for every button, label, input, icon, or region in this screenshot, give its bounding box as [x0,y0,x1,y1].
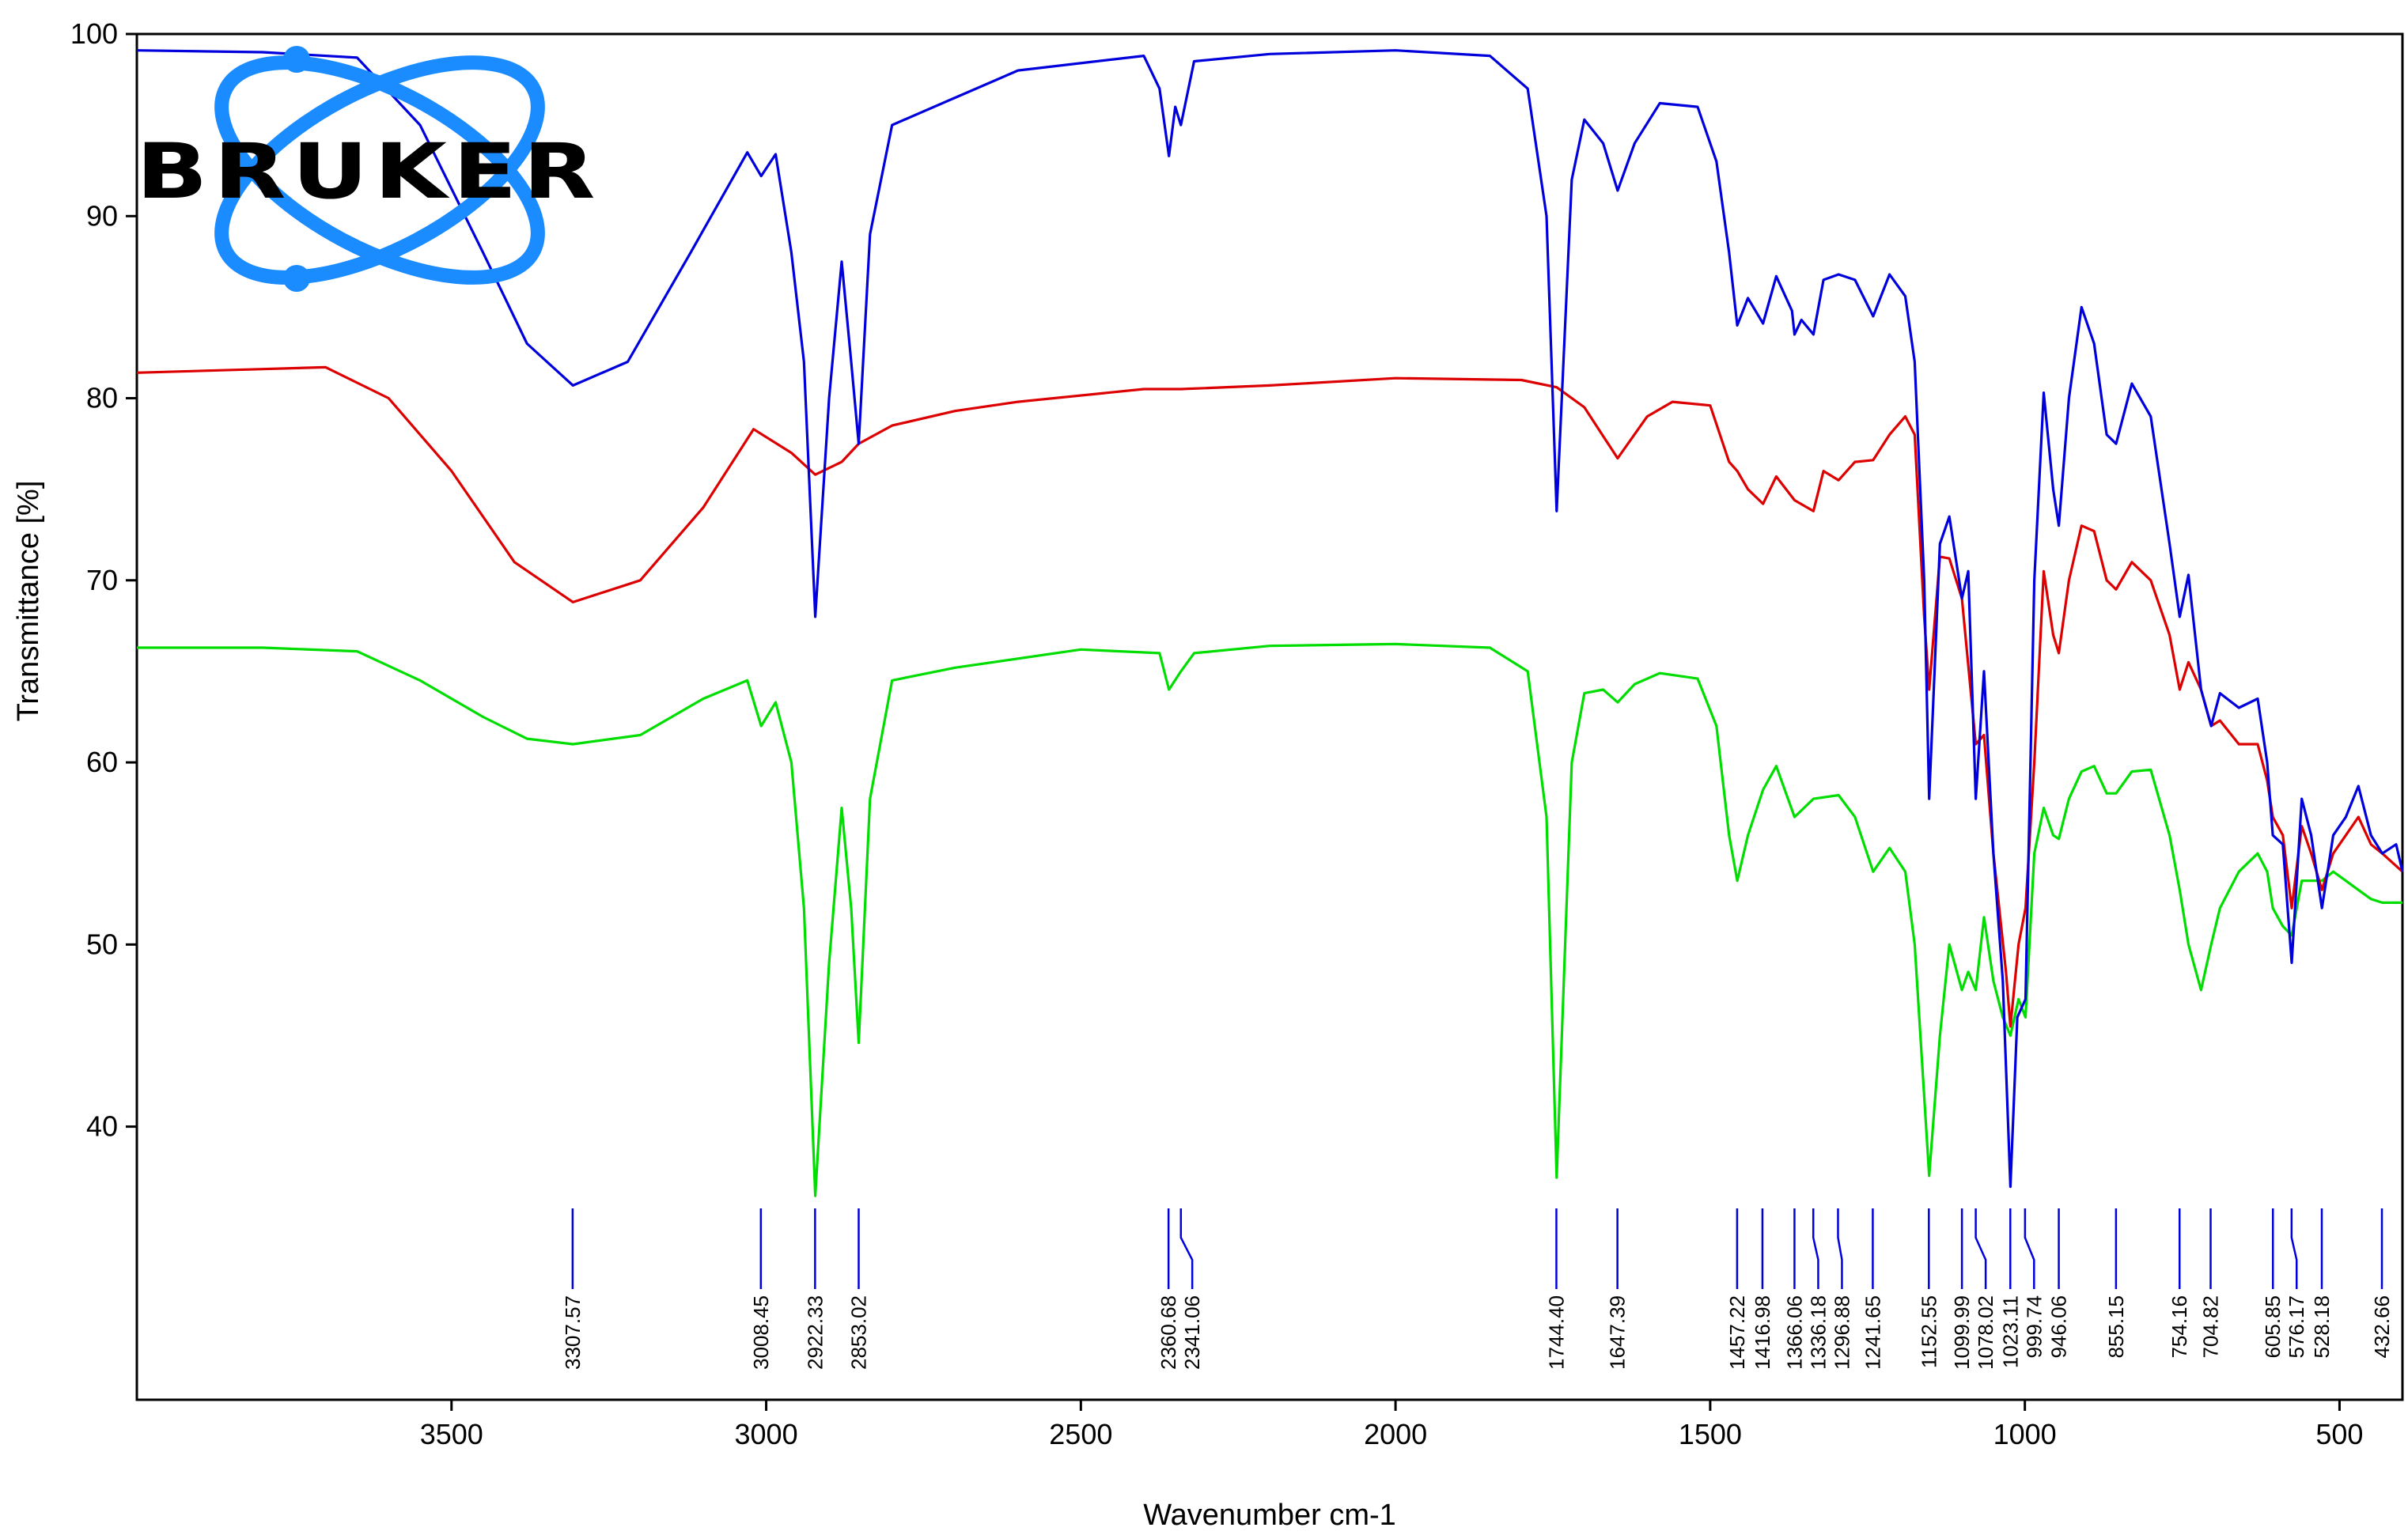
peak-marker [1812,1208,1819,1289]
y-tick-label: 90 [86,199,118,232]
peak-label: 754.16 [2168,1295,2191,1359]
peak-label: 528.18 [2310,1295,2334,1359]
peak-label: 2922.33 [803,1295,827,1370]
series-line-blue [136,49,2404,1189]
logo-orbit-1 [214,55,545,285]
peak-label: 1296.88 [1830,1295,1853,1370]
x-tick-label: 500 [2315,1418,2363,1450]
peak-label: 1457.22 [1725,1295,1749,1370]
logo-text: BRUKER [136,127,601,216]
y-tick-label: 80 [86,382,118,414]
peak-marker [1837,1208,1843,1289]
peak-label: 1241.65 [1861,1295,1884,1370]
x-axis: 3500 3000 2500 2000 1500 1000 500 [420,1400,2363,1450]
peak-label: 605.85 [2261,1295,2285,1359]
peak-label: 3307.57 [561,1295,585,1370]
peak-label: 1744.40 [1544,1295,1568,1370]
bruker-logo: BRUKER [136,46,601,292]
x-tick-label: 2500 [1049,1418,1112,1450]
peak-label: 1416.98 [1751,1295,1774,1370]
y-tick-label: 70 [86,564,118,596]
x-tick-label: 3500 [420,1418,483,1450]
y-axis: 40 50 60 70 80 90 100 [70,17,137,1143]
peak-label: 2360.68 [1157,1295,1180,1370]
logo-dot-top [283,46,310,73]
peak-label: 855.15 [2104,1295,2128,1359]
y-tick-label: 100 [70,17,118,50]
peak-label: 1336.18 [1806,1295,1830,1370]
peak-marker [2290,1208,2298,1289]
logo-dot-bottom [283,265,310,292]
peak-label: 1078.02 [1974,1295,1997,1370]
peak-label: 1152.55 [1917,1295,1940,1368]
plot-frame [135,32,2404,1401]
logo-orbit-2 [214,55,545,285]
peak-label: 999.74 [2022,1295,2046,1359]
peak-label: 576.17 [2285,1295,2308,1359]
x-axis-title: Wavenumber cm-1 [1143,1499,1396,1532]
peak-marker [1974,1208,1987,1289]
x-tick-label: 1000 [1993,1418,2057,1450]
spectra [136,49,2404,1197]
peak-label: 2341.06 [1180,1295,1204,1370]
x-tick-label: 1500 [1679,1418,1742,1450]
x-tick-label: 2000 [1364,1418,1427,1450]
series-line-green [137,642,2402,1197]
y-tick-label: 50 [86,928,118,960]
peak-label: 3008.45 [749,1295,773,1370]
y-axis-title: Transmittance [%] [12,481,45,722]
y-tick-label: 60 [86,746,118,778]
peak-markers: 3307.57 3008.45 2922.33 2853.02 2360.68 2341.… [561,1208,2394,1370]
peak-marker [2024,1208,2035,1289]
y-tick-label: 40 [86,1110,118,1143]
x-tick-label: 3000 [735,1418,798,1450]
peak-label: 1647.39 [1606,1295,1630,1370]
peak-label: 1366.06 [1782,1295,1806,1370]
peak-label: 1099.99 [1950,1295,1974,1370]
peak-label: 946.06 [2047,1295,2071,1359]
peak-marker [1179,1208,1194,1289]
peak-label: 1023.11 [1998,1295,2022,1368]
peak-label: 2853.02 [846,1295,870,1370]
peak-label: 704.82 [2198,1295,2222,1359]
peak-label: 432.66 [2370,1295,2394,1359]
